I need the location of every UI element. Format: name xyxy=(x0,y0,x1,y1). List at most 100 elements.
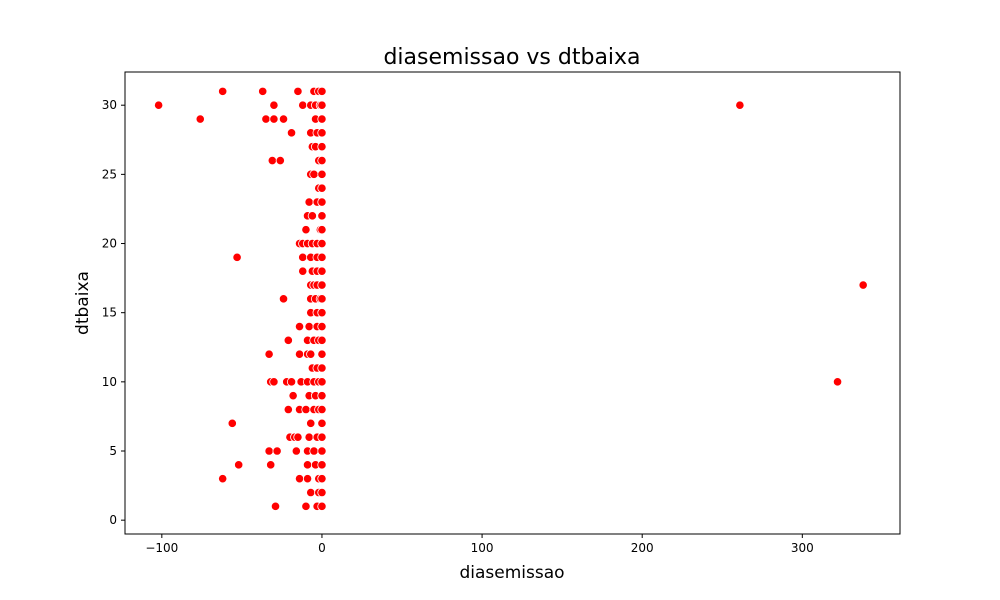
data-point xyxy=(304,197,314,207)
data-point xyxy=(291,446,301,456)
y-tick-label: 5 xyxy=(109,444,117,458)
data-point xyxy=(317,487,327,498)
data-point xyxy=(317,501,327,511)
data-point xyxy=(302,474,313,484)
data-point xyxy=(858,280,868,290)
data-point xyxy=(218,86,228,96)
data-point xyxy=(218,474,228,484)
data-point xyxy=(278,114,289,124)
x-tick-label: 200 xyxy=(631,541,654,555)
data-point xyxy=(317,114,327,124)
data-point xyxy=(832,377,843,387)
data-point xyxy=(317,252,327,262)
data-point xyxy=(301,225,311,235)
data-point xyxy=(234,460,244,470)
x-tick-label: 300 xyxy=(791,541,814,555)
data-point xyxy=(283,335,293,345)
data-point xyxy=(317,266,327,276)
data-point xyxy=(269,114,279,124)
data-point xyxy=(306,487,316,498)
data-point xyxy=(304,321,314,332)
y-tick-label: 0 xyxy=(109,513,117,527)
data-point xyxy=(288,391,298,401)
y-axis-title: dtbaixa xyxy=(73,271,93,335)
data-point xyxy=(264,446,274,456)
data-point xyxy=(269,100,279,110)
data-point xyxy=(317,197,327,207)
scatter-points xyxy=(154,86,868,511)
data-point xyxy=(286,377,297,387)
data-point xyxy=(317,155,327,166)
data-point xyxy=(317,432,327,442)
data-point xyxy=(258,86,268,96)
data-point xyxy=(306,349,316,359)
data-point xyxy=(317,100,327,110)
data-point xyxy=(294,321,305,332)
data-point xyxy=(317,404,327,415)
data-point xyxy=(298,252,308,262)
data-point xyxy=(283,404,293,415)
data-point xyxy=(309,169,319,179)
chart-title: diasemissao vs dtbaixa xyxy=(383,45,640,70)
y-tick-label: 15 xyxy=(102,306,117,320)
data-point xyxy=(195,114,205,124)
data-point xyxy=(317,169,327,179)
data-point xyxy=(317,321,327,332)
data-point xyxy=(286,128,297,138)
data-point xyxy=(317,86,327,96)
data-point xyxy=(269,377,279,387)
data-point xyxy=(317,294,327,304)
data-point xyxy=(317,128,327,138)
data-point xyxy=(317,377,327,387)
data-point xyxy=(272,446,282,456)
data-point xyxy=(302,460,313,470)
y-tick-label: 25 xyxy=(102,167,117,181)
data-point xyxy=(317,363,327,373)
x-tick-label: 100 xyxy=(471,541,494,555)
data-point xyxy=(317,280,327,290)
data-point xyxy=(307,211,317,221)
x-tick-label: −100 xyxy=(145,541,178,555)
data-point xyxy=(306,418,316,428)
data-point xyxy=(232,252,242,262)
data-point xyxy=(278,294,289,304)
data-point xyxy=(317,308,327,318)
data-point xyxy=(317,446,327,456)
data-point xyxy=(264,349,274,359)
data-point xyxy=(301,404,311,415)
data-point xyxy=(270,501,281,511)
x-axis-ticks: −100 0 100 200 300 xyxy=(145,534,814,555)
y-tick-label: 20 xyxy=(102,237,117,251)
data-point xyxy=(317,349,327,359)
data-point xyxy=(317,211,327,221)
data-point xyxy=(298,266,308,276)
data-point xyxy=(735,100,745,110)
data-point xyxy=(261,114,271,124)
data-point xyxy=(227,418,237,428)
y-tick-label: 30 xyxy=(102,98,117,112)
data-point xyxy=(317,335,327,345)
data-point xyxy=(317,418,327,428)
data-point xyxy=(293,432,303,442)
plot-frame xyxy=(124,71,901,535)
data-point xyxy=(317,142,327,152)
data-point xyxy=(298,100,308,110)
data-point xyxy=(309,446,319,456)
data-point xyxy=(301,501,311,511)
y-tick-label: 10 xyxy=(102,375,117,389)
y-axis-ticks: 0 5 10 15 20 25 30 xyxy=(102,98,125,527)
data-point xyxy=(266,460,276,470)
data-point xyxy=(317,391,327,401)
data-point xyxy=(154,100,164,110)
data-point xyxy=(294,474,305,484)
data-point xyxy=(317,474,327,484)
data-point xyxy=(317,460,327,470)
data-point xyxy=(267,155,277,166)
data-point xyxy=(317,225,327,235)
x-axis-title: diasemissao xyxy=(459,563,564,583)
data-point xyxy=(317,238,327,249)
data-point xyxy=(275,155,285,166)
data-point xyxy=(293,86,303,96)
